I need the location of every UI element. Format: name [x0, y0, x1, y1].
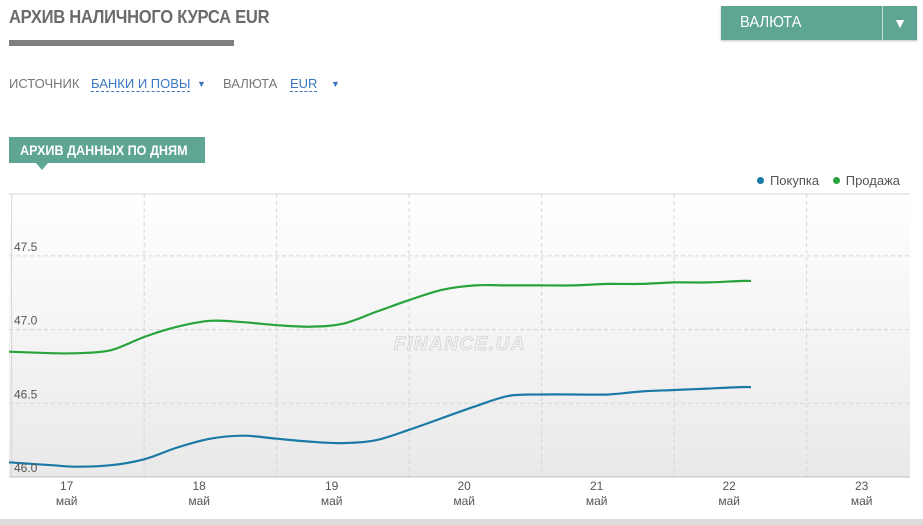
x-tick-day: 20	[457, 479, 471, 493]
series-line-buy	[8, 385, 752, 468]
currency-filter-label: ВАЛЮТА	[223, 76, 278, 91]
x-tick-month: май	[453, 494, 475, 508]
legend-label-sell: Продажа	[845, 173, 900, 188]
x-tick-month: май	[718, 494, 740, 508]
x-tick-month: май	[188, 494, 210, 508]
y-tick-label: 47.0	[14, 314, 38, 328]
currency-dropdown-button[interactable]: ВАЛЮТА ▼	[721, 6, 917, 40]
x-tick-day: 23	[855, 479, 869, 493]
x-tick-month: май	[851, 494, 873, 508]
title-underline	[9, 40, 234, 46]
currency-filter-value[interactable]: EUR	[290, 76, 318, 92]
legend-item-buy[interactable]: Покупка	[756, 173, 820, 188]
section-tab-label: АРХИВ ДАННЫХ ПО ДНЯМ	[20, 142, 188, 158]
x-tick-day: 19	[325, 479, 339, 493]
rate-chart: FINANCE.UA 46.046.547.047.5 17май18май19…	[8, 193, 910, 508]
legend-label-buy: Покупка	[769, 173, 820, 188]
section-tab: АРХИВ ДАННЫХ ПО ДНЯМ	[9, 137, 205, 163]
x-tick-day: 22	[722, 479, 736, 493]
source-filter-value[interactable]: БАНКИ И ПОВЫ	[91, 76, 191, 92]
currency-caret-icon[interactable]: ▼	[331, 79, 340, 89]
x-tick-day: 21	[590, 479, 604, 493]
chevron-down-icon[interactable]: ▼	[893, 15, 907, 31]
x-tick-month: май	[586, 494, 608, 508]
plot-area	[9, 194, 910, 477]
table-header-strip	[0, 519, 923, 525]
y-tick-label: 46.5	[14, 387, 38, 401]
x-tick-day: 17	[60, 479, 74, 493]
chart-legend: Покупка Продажа	[747, 173, 900, 188]
x-tick-month: май	[321, 494, 343, 508]
svg-text:FINANCE.UA: FINANCE.UA	[394, 334, 526, 355]
legend-item-sell[interactable]: Продажа	[832, 173, 900, 188]
currency-button-label: ВАЛЮТА	[740, 14, 802, 31]
legend-dot-sell	[832, 177, 840, 184]
source-caret-icon[interactable]: ▼	[197, 79, 206, 89]
y-label-layer: 46.0 46.5 47.0 47.5	[14, 240, 38, 475]
grid-layer	[9, 193, 910, 478]
y-tick-label: 47.5	[14, 240, 38, 254]
legend-dot-buy	[756, 177, 764, 184]
y-tick-label: 46.0	[14, 461, 38, 475]
section-tab-notch	[36, 163, 48, 170]
series-layer	[8, 279, 752, 468]
x-tick-day: 18	[192, 479, 206, 493]
page-title: АРХИВ НАЛИЧНОГО КУРСА EUR	[9, 7, 270, 27]
watermark-logo: FINANCE.UA	[394, 334, 526, 356]
x-tick-month: май	[56, 494, 78, 508]
series-line-sell	[8, 279, 752, 355]
currency-button-divider	[882, 6, 883, 40]
source-filter-label: ИСТОЧНИК	[9, 76, 80, 91]
